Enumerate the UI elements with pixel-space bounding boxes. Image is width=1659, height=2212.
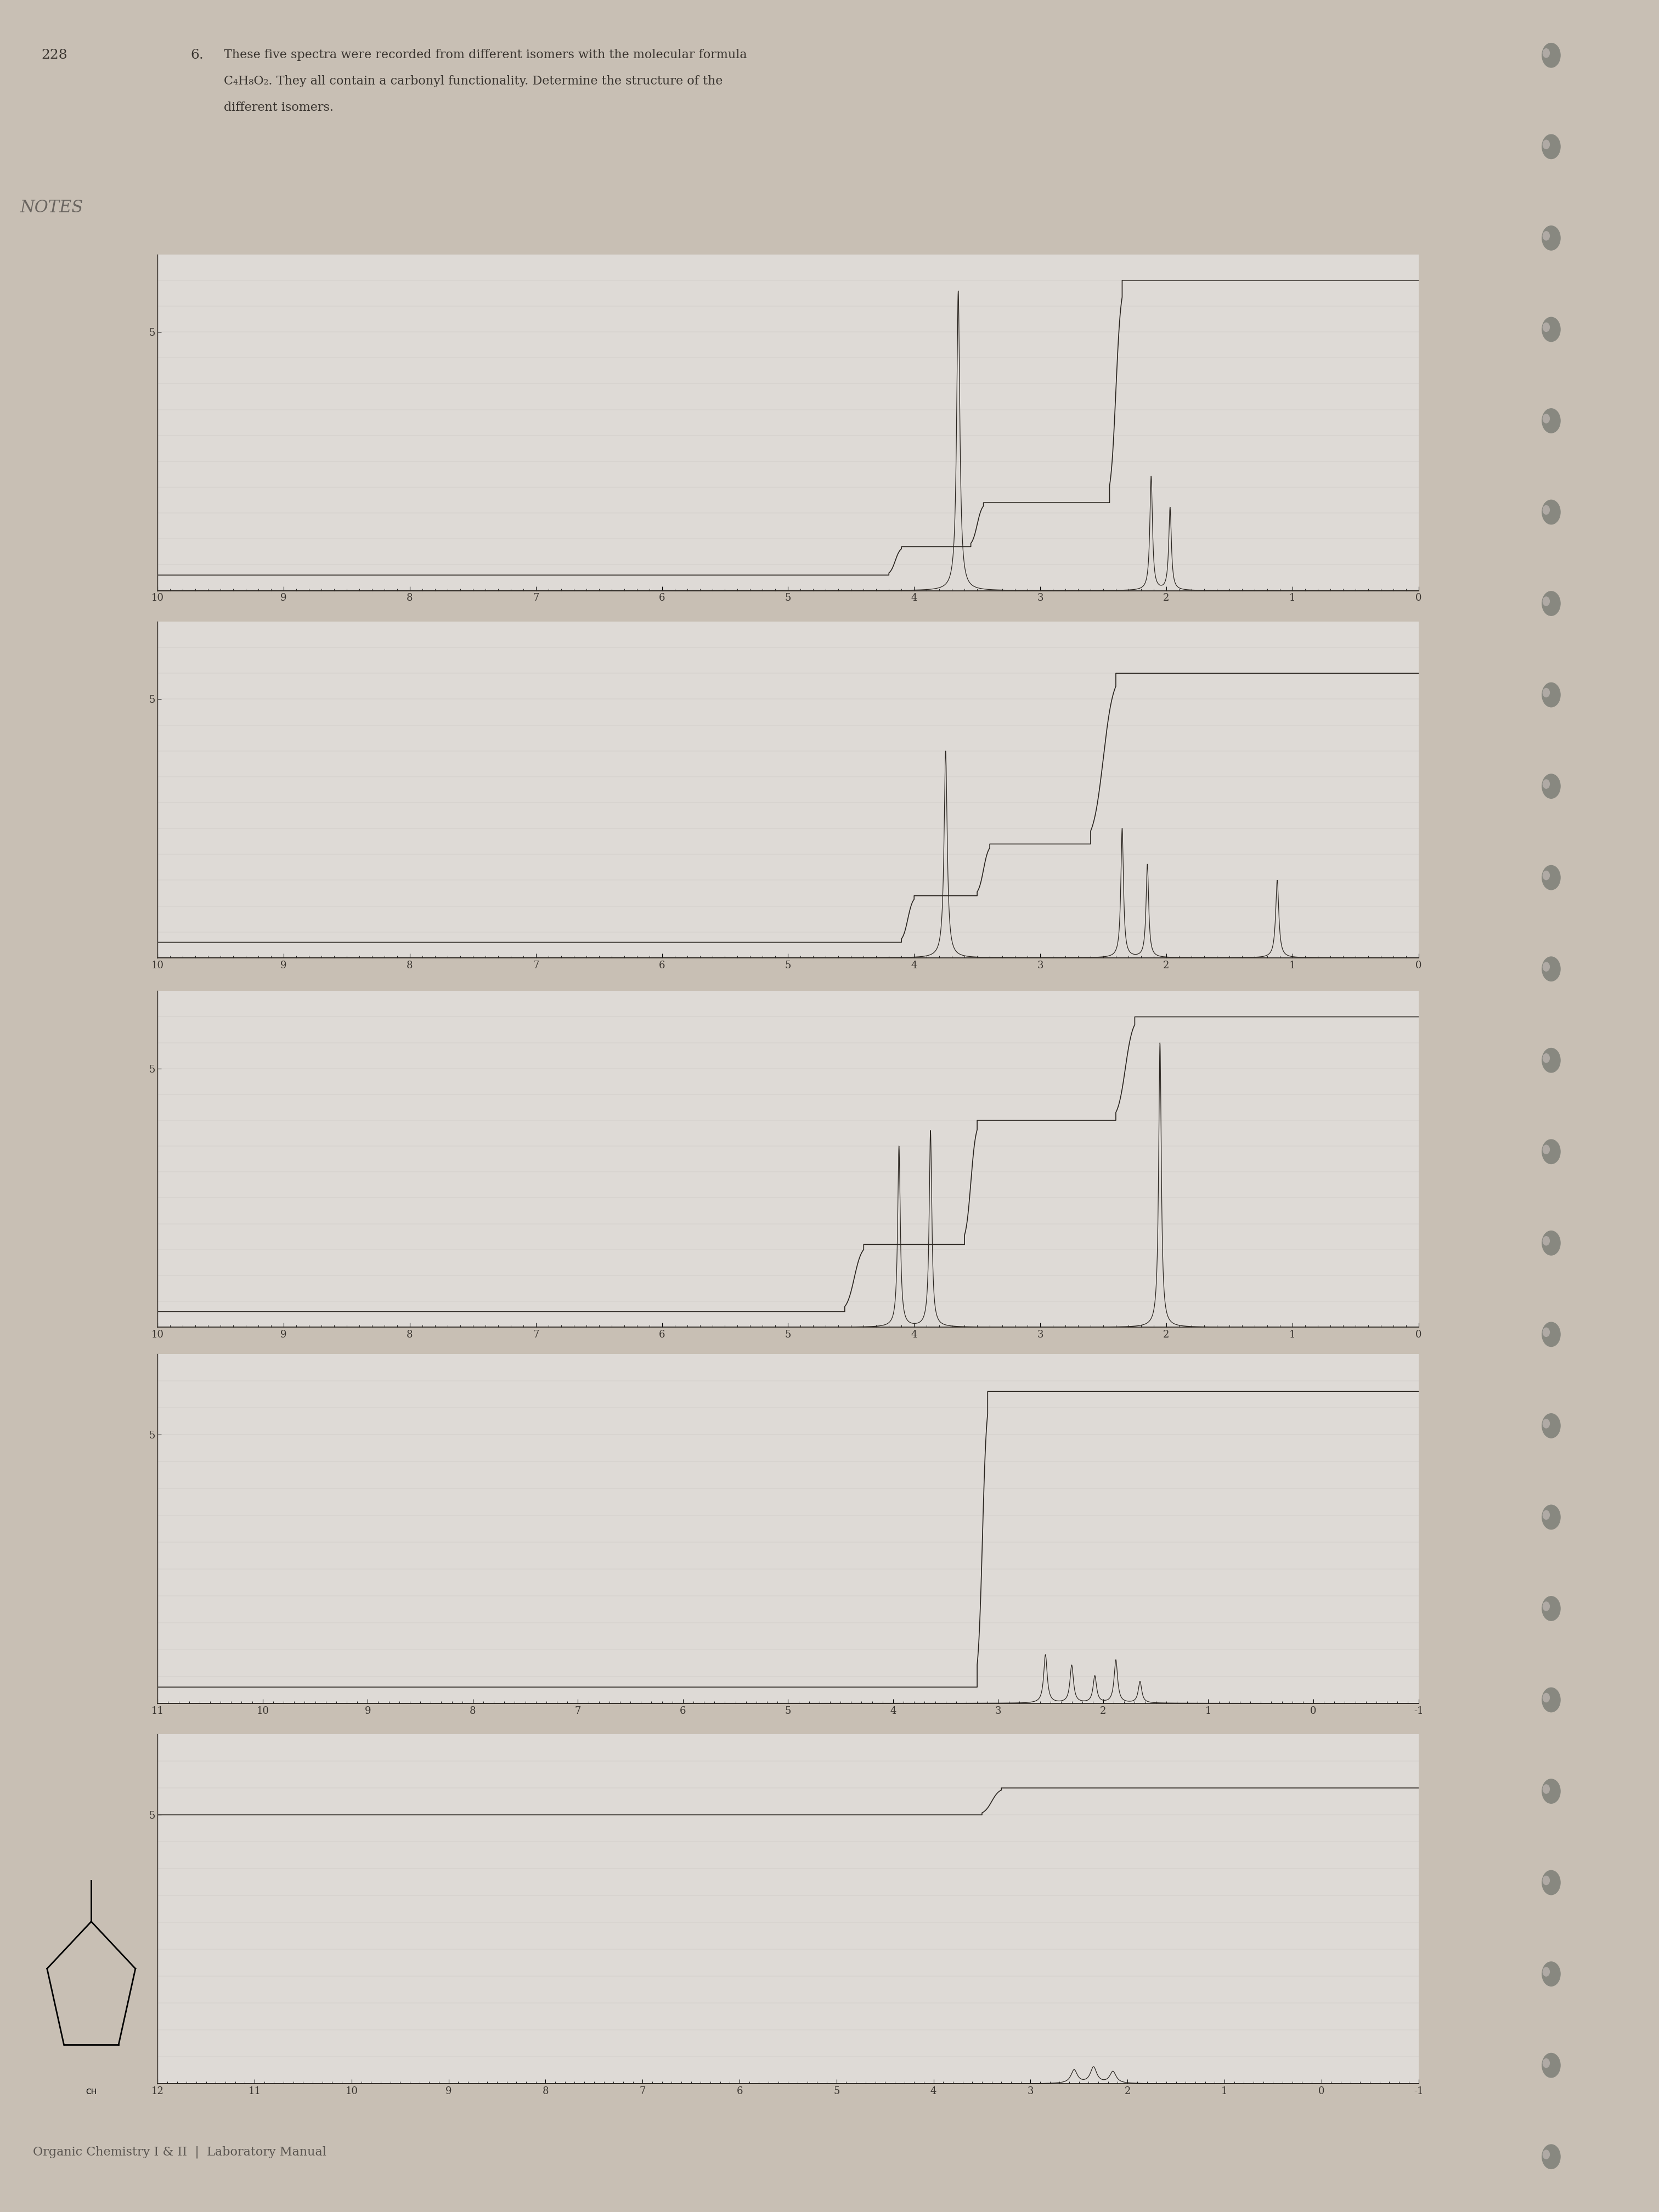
Text: CH: CH — [86, 2088, 96, 2097]
Text: 228: 228 — [41, 49, 68, 62]
Text: Organic Chemistry I & II  |  Laboratory Manual: Organic Chemistry I & II | Laboratory Ma… — [33, 2146, 327, 2159]
Text: NOTES: NOTES — [20, 199, 83, 217]
Text: different isomers.: different isomers. — [224, 102, 333, 113]
Text: These five spectra were recorded from different isomers with the molecular formu: These five spectra were recorded from di… — [224, 49, 747, 60]
Text: 6.: 6. — [191, 49, 204, 62]
Text: C₄H₈O₂. They all contain a carbonyl functionality. Determine the structure of th: C₄H₈O₂. They all contain a carbonyl func… — [224, 75, 723, 86]
